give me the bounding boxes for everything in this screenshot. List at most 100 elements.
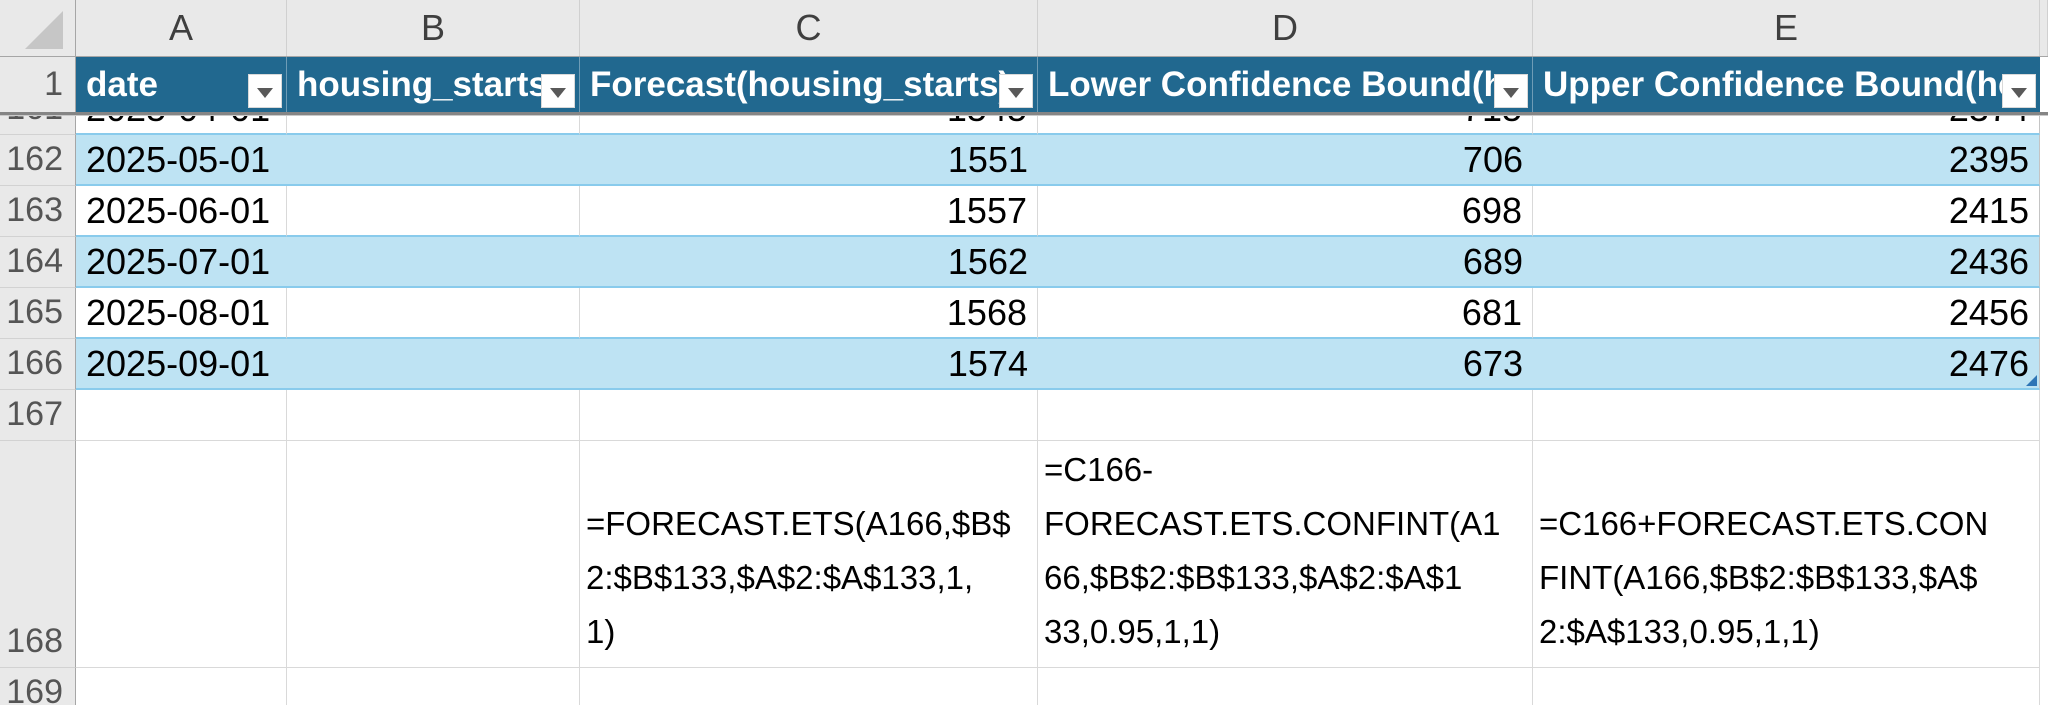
cell-d164[interactable]: 689 — [1038, 237, 1533, 288]
filter-button-upper-bound[interactable] — [2002, 74, 2036, 108]
cell-d167[interactable] — [1038, 390, 1533, 441]
cell-b164[interactable] — [287, 237, 580, 288]
table-resize-handle[interactable] — [2026, 375, 2037, 386]
cell-c168-formula[interactable]: =FORECAST.ETS(A166,$B$ 2:$B$133,$A$2:$A$… — [580, 441, 1038, 668]
cell-d165[interactable]: 681 — [1038, 288, 1533, 339]
filter-dropdown-icon — [1503, 87, 1519, 98]
cell-e168-formula[interactable]: =C166+FORECAST.ETS.CON FINT(A166,$B$2:$B… — [1533, 441, 2040, 668]
freeze-pane-divider — [0, 112, 2048, 116]
row-number-166[interactable]: 166 — [0, 339, 76, 390]
cell-a166[interactable]: 2025-09-01 — [76, 339, 287, 390]
row-number-162[interactable]: 162 — [0, 135, 76, 186]
cell-b163[interactable] — [287, 186, 580, 237]
column-header-a[interactable]: A — [76, 0, 287, 56]
cell-a163[interactable]: 2025-06-01 — [76, 186, 287, 237]
cell-e164[interactable]: 2436 — [1533, 237, 2040, 288]
upper-confint-formula: =C166+FORECAST.ETS.CON FINT(A166,$B$2:$B… — [1539, 505, 1989, 650]
cell-e162[interactable]: 2395 — [1533, 135, 2040, 186]
cell-e165[interactable]: 2456 — [1533, 288, 2040, 339]
cell-c167[interactable] — [580, 390, 1038, 441]
cell-d162[interactable]: 706 — [1038, 135, 1533, 186]
cell-a164[interactable]: 2025-07-01 — [76, 237, 287, 288]
filter-button-forecast[interactable] — [999, 74, 1033, 108]
header-cell-forecast[interactable]: Forecast(housing_starts) — [580, 57, 1038, 112]
cell-a167[interactable] — [76, 390, 287, 441]
header-cell-upper-bound[interactable]: Upper Confidence Bound(ho — [1533, 57, 2040, 112]
row-number-167[interactable]: 167 — [0, 390, 76, 441]
column-header-e[interactable]: E — [1533, 0, 2040, 56]
header-label-upper-bound: Upper Confidence Bound(ho — [1543, 65, 2020, 104]
cell-a169[interactable] — [76, 668, 287, 705]
cell-e166[interactable]: 2476 — [1533, 339, 2040, 390]
cell-c162[interactable]: 1551 — [580, 135, 1038, 186]
lower-confint-formula: =C166- FORECAST.ETS.CONFINT(A1 66,$B$2:$… — [1044, 451, 1501, 650]
partial-row-161: 161 2025-04-01 1545 715 2374 — [0, 116, 2048, 135]
filter-dropdown-icon — [550, 87, 566, 98]
strip-filler — [2040, 0, 2048, 56]
column-header-b[interactable]: B — [287, 0, 580, 56]
select-all-icon — [25, 11, 63, 49]
header-cell-date[interactable]: date — [76, 57, 287, 112]
row-number-163[interactable]: 163 — [0, 186, 76, 237]
cell-d168-formula[interactable]: =C166- FORECAST.ETS.CONFINT(A1 66,$B$2:$… — [1038, 441, 1533, 668]
cell-b162[interactable] — [287, 135, 580, 186]
cell-e167[interactable] — [1533, 390, 2040, 441]
header-label-forecast: Forecast(housing_starts) — [590, 65, 1011, 104]
cell-e166-value: 2476 — [1948, 343, 2029, 384]
cell-b167[interactable] — [287, 390, 580, 441]
cell-a162[interactable]: 2025-05-01 — [76, 135, 287, 186]
row-number-164[interactable]: 164 — [0, 237, 76, 288]
column-header-strip: A B C D E — [0, 0, 2048, 57]
row-number-168[interactable]: 168 — [0, 441, 76, 668]
header-cell-lower-bound[interactable]: Lower Confidence Bound(ho — [1038, 57, 1533, 112]
filter-button-date[interactable] — [248, 74, 282, 108]
select-all-corner[interactable] — [0, 0, 76, 56]
cell-e163[interactable]: 2415 — [1533, 186, 2040, 237]
table-row: 164 2025-07-01 1562 689 2436 — [0, 237, 2048, 288]
cell-e169[interactable] — [1533, 668, 2040, 705]
cell-b166[interactable] — [287, 339, 580, 390]
row-number-169[interactable]: 169 — [0, 668, 76, 705]
cell-b165[interactable] — [287, 288, 580, 339]
cell-a168[interactable] — [76, 441, 287, 668]
filter-dropdown-icon — [1008, 87, 1024, 98]
row-number-161[interactable]: 161 — [0, 116, 76, 135]
header-cell-housing-starts[interactable]: housing_starts — [287, 57, 580, 112]
table-row: 168 =FORECAST.ETS(A166,$B$ 2:$B$133,$A$2… — [0, 441, 2048, 668]
table-row: 162 2025-05-01 1551 706 2395 — [0, 135, 2048, 186]
column-header-d[interactable]: D — [1038, 0, 1533, 56]
header-label-housing-starts: housing_starts — [297, 65, 548, 104]
cell-d169[interactable] — [1038, 668, 1533, 705]
table-row: 165 2025-08-01 1568 681 2456 — [0, 288, 2048, 339]
column-header-c[interactable]: C — [580, 0, 1038, 56]
cell-b169[interactable] — [287, 668, 580, 705]
cell-b168[interactable] — [287, 441, 580, 668]
cell-b161[interactable] — [287, 116, 580, 135]
partial-row-169: 169 — [0, 668, 2048, 705]
filter-button-lower-bound[interactable] — [1494, 74, 1528, 108]
filter-button-housing-starts[interactable] — [541, 74, 575, 108]
forecast-ets-formula: =FORECAST.ETS(A166,$B$ 2:$B$133,$A$2:$A$… — [586, 505, 1011, 650]
table-row: 163 2025-06-01 1557 698 2415 — [0, 186, 2048, 237]
cell-a161[interactable]: 2025-04-01 — [76, 116, 287, 135]
cell-c166[interactable]: 1574 — [580, 339, 1038, 390]
table-row: 166 2025-09-01 1574 673 2476 — [0, 339, 2048, 390]
header-filler — [2040, 57, 2048, 112]
table-row: 161 2025-04-01 1545 715 2374 — [0, 116, 2048, 135]
row-number-165[interactable]: 165 — [0, 288, 76, 339]
header-label-lower-bound: Lower Confidence Bound(ho — [1048, 65, 1527, 104]
cell-e161[interactable]: 2374 — [1533, 116, 2040, 135]
header-label-date: date — [86, 65, 158, 104]
cell-c161[interactable]: 1545 — [580, 116, 1038, 135]
cell-c169[interactable] — [580, 668, 1038, 705]
cell-a165[interactable]: 2025-08-01 — [76, 288, 287, 339]
cell-d166[interactable]: 673 — [1038, 339, 1533, 390]
cell-c164[interactable]: 1562 — [580, 237, 1038, 288]
cell-c163[interactable]: 1557 — [580, 186, 1038, 237]
row-number-1[interactable]: 1 — [0, 57, 76, 112]
cell-d163[interactable]: 698 — [1038, 186, 1533, 237]
filter-dropdown-icon — [257, 87, 273, 98]
table-header-row: 1 date housing_starts Forecast(housing_s… — [0, 57, 2048, 112]
cell-d161[interactable]: 715 — [1038, 116, 1533, 135]
cell-c165[interactable]: 1568 — [580, 288, 1038, 339]
